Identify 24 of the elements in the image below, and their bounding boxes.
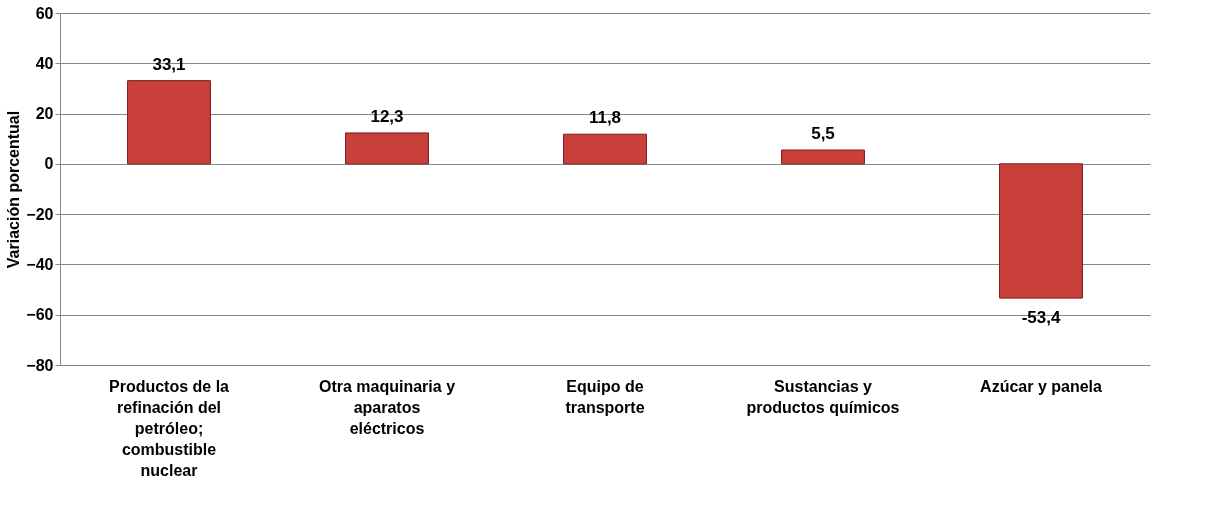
data-label: 33,1 <box>152 54 186 74</box>
y-tick-label: 20 <box>35 105 54 123</box>
data-label: 5,5 <box>811 124 835 144</box>
y-tick-label: 40 <box>35 54 54 72</box>
y-tick-label: −40 <box>26 255 54 273</box>
y-tick-label: 60 <box>35 4 54 22</box>
data-label: -53,4 <box>1021 308 1061 328</box>
y-tick-label: −80 <box>26 356 54 374</box>
bar <box>563 133 647 165</box>
y-axis-title: Variación porcentual <box>5 110 23 269</box>
bar <box>345 132 429 165</box>
x-tick-label: Equipo de transporte <box>565 378 645 416</box>
x-tick-label: Productos de la refinación del petróleo; combustible nuclear <box>108 378 230 479</box>
bar <box>781 149 865 165</box>
y-tick-label: 0 <box>44 155 54 173</box>
data-label: 11,8 <box>588 108 622 128</box>
y-tick-label: −60 <box>26 306 54 324</box>
bar <box>127 80 211 165</box>
x-tick-label: Azúcar y panela <box>980 378 1103 395</box>
x-tick-label: Sustancias y productos químicos <box>746 378 900 416</box>
data-label: 12,3 <box>370 106 404 126</box>
bar <box>999 163 1083 299</box>
x-tick-label: Otra maquinaria y aparatos eléctricos <box>318 378 456 437</box>
y-tick-label: −20 <box>26 205 54 223</box>
